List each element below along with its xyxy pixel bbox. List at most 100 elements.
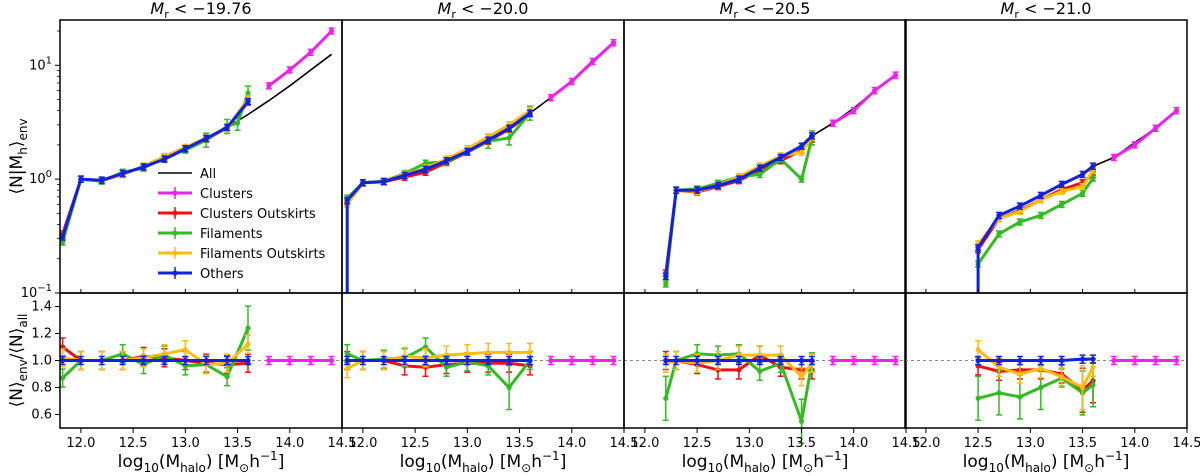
y-tick-label: 1.2 (31, 327, 52, 342)
ratio-clusters-point (308, 357, 314, 364)
ratio-filaments_outskirts-point (344, 366, 350, 372)
ratio-others-point (245, 357, 251, 364)
ratio-filaments-line (61, 327, 250, 380)
ratio-clusters-point (610, 357, 617, 364)
ratio-others-point (527, 357, 533, 364)
x-tick-label: 13.5 (505, 436, 534, 451)
ratio-clusters-point (872, 357, 878, 364)
ratio-others (344, 355, 533, 366)
ratio-others-point (715, 357, 721, 364)
x-axis-label: log10(Mhalo) [M⊙h−1] (118, 449, 285, 475)
legend: All Clusters Clusters Outskirts Filaments Fi… (158, 167, 326, 282)
ratio-filaments-point (663, 395, 669, 401)
ratio-filaments_outskirts-point (1038, 366, 1044, 372)
filaments_outskirts-line (664, 136, 814, 277)
ratio-clusters-point (1173, 357, 1180, 364)
ratio-others-point (422, 357, 429, 364)
ratio-filaments-line (977, 376, 1094, 400)
filaments_outskirts-point (1059, 188, 1065, 195)
ratio-others-point (360, 357, 366, 364)
others-point (1090, 163, 1096, 169)
ratio-others-point (1090, 356, 1096, 362)
ratio-others-point (736, 357, 742, 364)
ratio-clusters-point (851, 357, 857, 364)
others-point (798, 143, 805, 149)
others-point (757, 165, 763, 171)
y-axis-label-bottom: ⟨N⟩env/⟨N⟩all (7, 314, 30, 408)
ratio-filaments-point (506, 384, 512, 391)
ratio-others-point (809, 357, 815, 364)
x-tick-label: 14.5 (1173, 436, 1200, 451)
ratio-clusters (1110, 355, 1180, 366)
x-tick-label: 13.5 (787, 436, 816, 451)
x-tick-label: 12.5 (964, 436, 993, 451)
ratio-others-point (443, 357, 450, 364)
x-tick-label: 12.5 (683, 436, 712, 451)
ratio-others-point (203, 357, 209, 364)
top-axes-frame (623, 19, 907, 294)
y-tick-label: 0.8 (31, 381, 52, 396)
clusters-point (610, 40, 617, 46)
ratio-clusters-point (287, 357, 293, 364)
others-line (976, 165, 1094, 293)
others-point (996, 212, 1002, 219)
others-point (485, 137, 491, 143)
ratio-others-point (120, 357, 126, 364)
ratio-others-point (798, 357, 805, 364)
legend-point (172, 250, 178, 256)
top-axes-frame (904, 19, 1188, 294)
series-all-line (977, 109, 1178, 249)
ratio-others-point (694, 357, 700, 364)
ratio-filaments_outskirts-line (977, 348, 1095, 390)
ratio-filaments-point (757, 368, 763, 374)
ratio-filaments-point (996, 390, 1002, 396)
series-others (344, 109, 533, 293)
ratio-filaments-point (975, 395, 981, 401)
legend-point (172, 270, 178, 276)
ratio-others-point (464, 357, 470, 364)
ratio-filaments_outskirts-point (996, 364, 1002, 370)
ratio-clusters (265, 355, 335, 366)
ratio-filaments_outskirts-point (1090, 364, 1096, 370)
ratio-others-point (506, 357, 512, 364)
clusters-point (590, 58, 596, 65)
others-point (60, 234, 66, 240)
filaments-point (1079, 190, 1086, 196)
filaments-point (506, 135, 512, 141)
legend-item-all: All (158, 167, 216, 182)
legend-point (172, 210, 178, 216)
series-clusters (265, 27, 335, 90)
y-tick-label: 10−1 (21, 283, 52, 301)
series-filaments (344, 105, 533, 202)
panel-2: Mr < −20.5 12.0 12.5 13.0 13.5 14.0 14.5 log10(… (623, 0, 920, 475)
clusters_outskirts-line (664, 138, 814, 274)
legend-label: Filaments (200, 227, 263, 242)
ratio-filaments-point (60, 375, 66, 381)
x-axis-label: log10(Mhalo) [M⊙h−1] (963, 449, 1130, 475)
legend-label: Clusters Outskirts (200, 207, 316, 222)
x-tick-label: 12.0 (911, 436, 940, 451)
series-filaments_outskirts (975, 166, 1096, 248)
ratio-clusters-point (1111, 357, 1117, 364)
ratio-clusters-point (830, 357, 836, 364)
legend-label: Filaments Outskirts (200, 247, 326, 262)
x-tick-label: 13.5 (223, 436, 252, 451)
ratio-filaments_outskirts-point (506, 349, 512, 355)
ratio-filaments-point (1038, 384, 1044, 391)
panel-3: Mr < −21.0 12.0 12.5 13.0 13.5 14.0 14.5 log10(… (904, 0, 1200, 475)
others-point (245, 98, 251, 105)
panel-title: Mr < −21.0 (1001, 0, 1092, 21)
others-point (203, 135, 209, 142)
ratio-filaments_outskirts-point (527, 349, 533, 355)
ratio-clusters-point (1153, 357, 1159, 364)
y-axis-ticks: 10−1 100 101 0.6 0.8 1.0 1.2 1.4 (21, 30, 60, 423)
panel-title: Mr < −20.5 (720, 0, 811, 21)
filaments_outskirts-point (798, 149, 805, 155)
others-point (99, 177, 105, 183)
ratio-others-point (1038, 357, 1044, 364)
ratio-others-point (996, 357, 1002, 364)
filaments_outskirts-line (345, 109, 531, 206)
others-point (1059, 181, 1065, 187)
panel-1: Mr < −20.0 12.0 12.5 13.0 13.5 14.0 14.5 log10(… (341, 0, 638, 475)
legend-label: Clusters (200, 187, 253, 202)
